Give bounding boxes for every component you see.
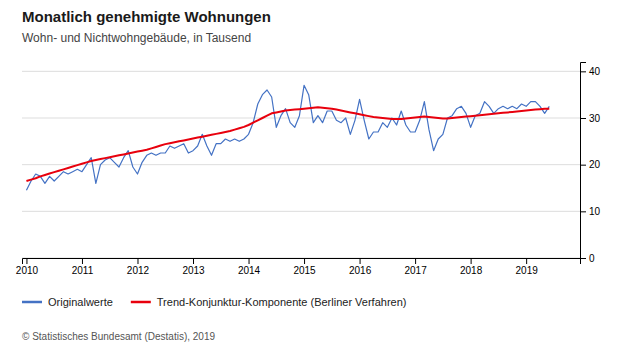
- x-tick-mark: [526, 258, 527, 264]
- y-tick: 30: [580, 113, 601, 124]
- y-tick-label: 20: [589, 159, 601, 170]
- grid-line: [22, 211, 580, 212]
- legend-label: Originalwerte: [48, 296, 113, 308]
- x-tick-mark: [82, 258, 83, 264]
- y-tick-mark: [580, 118, 586, 119]
- x-tick-label: 2012: [127, 265, 150, 276]
- y-tick-mark: [580, 71, 586, 72]
- x-tick: 2017: [404, 258, 427, 276]
- footnote: © Statistisches Bundesamt (Destatis), 20…: [22, 331, 215, 342]
- y-tick-mark: [580, 165, 586, 166]
- x-tick-label: 2017: [404, 265, 427, 276]
- legend-item: Trend-Konjunktur-Komponente (Berliner Ve…: [131, 296, 407, 308]
- x-tick-mark: [304, 258, 305, 264]
- x-tick: 2013: [182, 258, 205, 276]
- x-tick-label: 2015: [293, 265, 316, 276]
- x-tick: 2016: [349, 258, 372, 276]
- grid: [22, 71, 580, 258]
- legend-swatch: [131, 301, 151, 304]
- y-tick: 20: [580, 159, 601, 170]
- y-tick-label: 40: [589, 66, 601, 77]
- x-tick: 2015: [293, 258, 316, 276]
- x-tick-label: 2019: [516, 265, 539, 276]
- y-tick: 40: [580, 66, 601, 77]
- x-tick: 2010: [16, 258, 39, 276]
- x-axis-line: [23, 259, 581, 265]
- grid-line: [22, 164, 580, 165]
- chart: Monatlich genehmigte Wohnungen Wohn- und …: [0, 0, 620, 350]
- grid-line: [22, 118, 580, 119]
- grid-line: [22, 71, 580, 72]
- x-tick-mark: [137, 258, 138, 264]
- x-tick: 2011: [72, 258, 94, 276]
- y-axis-line: [581, 63, 587, 259]
- x-tick-mark: [360, 258, 361, 264]
- x-tick-label: 2011: [72, 265, 94, 276]
- x-tick-mark: [193, 258, 194, 264]
- y-tick-label: 10: [589, 206, 601, 217]
- x-axis: 2010 2011 2012 2013 2014 2015 2016 2017 2018 2019: [16, 258, 581, 276]
- y-tick: 0: [580, 253, 595, 264]
- y-tick-mark: [580, 258, 586, 259]
- x-tick: 2012: [127, 258, 150, 276]
- subtitle: Wohn- und Nichtwohngebäude, in Tausend: [22, 31, 251, 45]
- x-tick-mark: [26, 258, 27, 264]
- x-tick-mark: [249, 258, 250, 264]
- legend-item: Originalwerte: [22, 296, 113, 308]
- y-axis: 0 10 20 30 40: [580, 63, 601, 264]
- x-tick: 2019: [516, 258, 539, 276]
- y-tick-label: 30: [589, 113, 601, 124]
- title: Monatlich genehmigte Wohnungen: [22, 8, 271, 25]
- series-line: [26, 107, 549, 181]
- x-tick: 2014: [238, 258, 261, 276]
- x-tick: 2018: [460, 258, 483, 276]
- legend-label: Trend-Konjunktur-Komponente (Berliner Ve…: [157, 296, 407, 308]
- legend: Originalwerte Trend-Konjunktur-Komponente…: [22, 296, 406, 308]
- plot-area: [26, 85, 549, 190]
- legend-swatch: [22, 301, 42, 304]
- y-tick-label: 0: [589, 253, 595, 264]
- series-line: [26, 85, 549, 190]
- x-tick-label: 2016: [349, 265, 372, 276]
- y-tick: 10: [580, 206, 601, 217]
- x-tick-mark: [415, 258, 416, 264]
- x-tick-mark: [471, 258, 472, 264]
- x-tick-label: 2013: [182, 265, 205, 276]
- x-tick-label: 2014: [238, 265, 261, 276]
- x-tick-label: 2018: [460, 265, 483, 276]
- x-tick-label: 2010: [16, 265, 39, 276]
- y-tick-mark: [580, 211, 586, 212]
